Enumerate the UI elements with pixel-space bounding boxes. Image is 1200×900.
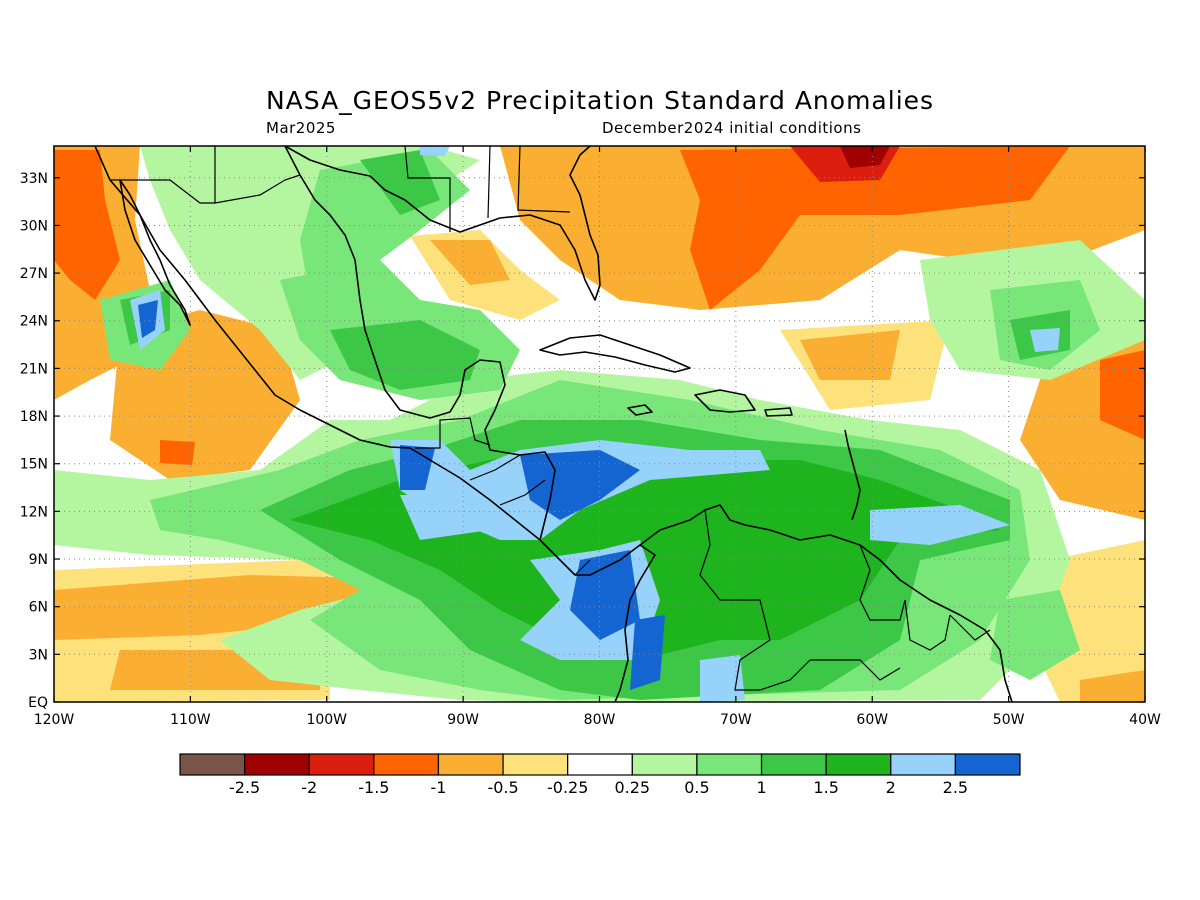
colorbar-label: -2: [301, 778, 317, 797]
colorbar-label: 1: [756, 778, 766, 797]
colorbar-swatch: [437, 753, 504, 776]
colorbar-label: -0.5: [487, 778, 518, 797]
y-tick-label: 6N: [29, 600, 48, 616]
valid-month-label: Mar2025: [266, 119, 336, 137]
x-tick-label: 40W: [1129, 712, 1161, 728]
map-panel: [54, 146, 1145, 702]
colorbar-swatch: [179, 753, 246, 776]
x-tick-label: 120W: [34, 712, 75, 728]
x-tick-label: 100W: [306, 712, 347, 728]
y-tick-label: 18N: [20, 409, 48, 425]
colorbar-swatch: [825, 753, 892, 776]
colorbar-label: -1: [430, 778, 446, 797]
y-tick-label: 21N: [20, 361, 48, 377]
y-tick-label: EQ: [28, 695, 48, 711]
colorbar-label: 1.5: [813, 778, 838, 797]
x-tick-label: 50W: [993, 712, 1025, 728]
x-tick-label: 80W: [584, 712, 616, 728]
colorbar-swatch: [631, 753, 698, 776]
colorbar-label: -1.5: [358, 778, 389, 797]
colorbar: -2.5 -2 -1.5 -1 -0.5 -0.25 0.25 0.5 1 1.5 2 2.5: [179, 753, 1021, 797]
y-tick-label: 30N: [20, 218, 48, 234]
y-tick-label: 15N: [20, 457, 48, 473]
colorbar-swatch: [890, 753, 956, 776]
x-tick-label: 90W: [447, 712, 479, 728]
y-tick-label: 33N: [20, 171, 48, 187]
colorbar-swatch: [308, 753, 375, 776]
y-tick-label: 24N: [20, 314, 48, 330]
colorbar-label: 2: [886, 778, 896, 797]
map-title: NASA_GEOS5v2 Precipitation Standard Anom…: [265, 86, 935, 115]
x-tick-label: 60W: [856, 712, 888, 728]
x-axis: 120W 110W 100W 90W 80W 70W 60W 50W 40W: [34, 146, 1161, 728]
colorbar-swatch: [567, 753, 633, 776]
x-tick-label: 110W: [170, 712, 211, 728]
init-conditions-label: December2024 initial conditions: [602, 119, 862, 137]
colorbar-label: -0.25: [547, 778, 588, 797]
y-tick-label: 9N: [29, 552, 48, 568]
colorbar-label: 0.25: [614, 778, 650, 797]
colorbar-swatch: [244, 753, 310, 776]
x-tick-label: 70W: [720, 712, 752, 728]
y-axis: EQ 3N 6N 9N 12N 15N 18N 21N 24N 27N 30N 33N: [20, 171, 1145, 711]
colorbar-label: 2.5: [943, 778, 968, 797]
y-tick-label: 12N: [20, 504, 48, 520]
colorbar-swatch: [373, 753, 440, 776]
y-tick-label: 27N: [20, 266, 48, 282]
colorbar-swatch: [502, 753, 569, 776]
colorbar-swatch: [760, 753, 827, 776]
colorbar-swatch: [696, 753, 763, 776]
colorbar-swatch: [954, 753, 1021, 776]
strong-wet-fields: [130, 146, 1060, 702]
country-borders: [110, 146, 991, 691]
colorbar-label: -2.5: [229, 778, 260, 797]
y-tick-label: 3N: [29, 647, 48, 663]
colorbar-label: 0.5: [684, 778, 709, 797]
